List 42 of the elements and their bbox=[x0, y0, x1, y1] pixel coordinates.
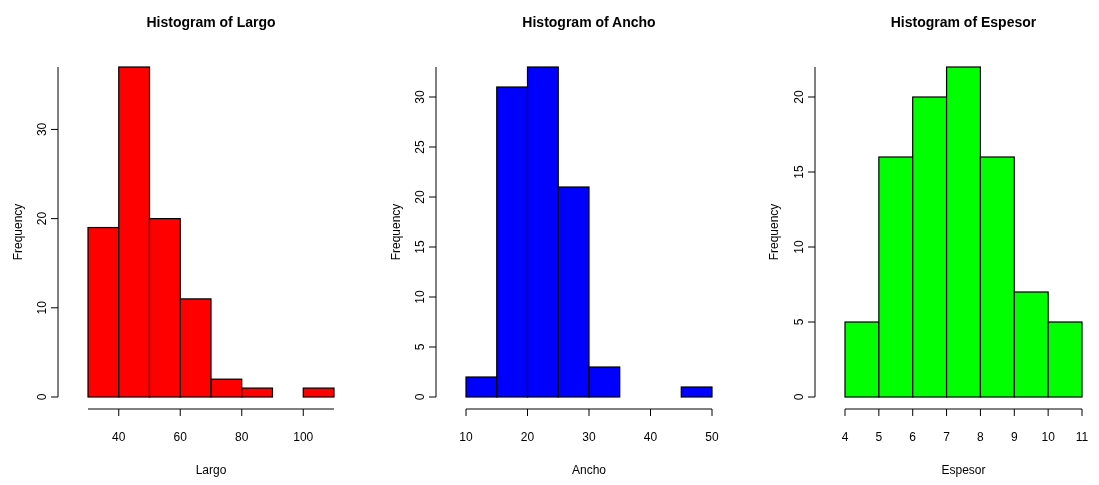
chart-title: Histogram of Largo bbox=[146, 14, 276, 30]
y-tick-label: 30 bbox=[35, 122, 49, 137]
x-tick-label: 10 bbox=[1041, 430, 1056, 444]
y-axis-title: Frequency bbox=[767, 203, 781, 261]
x-tick-label: 50 bbox=[705, 430, 719, 444]
chart-title: Histogram of Espesor bbox=[890, 14, 1037, 30]
y-tick-label: 10 bbox=[35, 300, 49, 315]
x-tick-label: 80 bbox=[235, 430, 249, 444]
x-tick-label: 100 bbox=[293, 430, 314, 444]
chart-title: Histogram of Ancho bbox=[522, 14, 656, 30]
x-axis-title: Espesor bbox=[941, 463, 986, 477]
y-tick-label: 15 bbox=[792, 165, 806, 179]
x-tick-label: 8 bbox=[977, 430, 985, 444]
y-tick-label: 25 bbox=[413, 140, 427, 154]
x-tick-label: 30 bbox=[582, 430, 596, 444]
y-tick-label: 10 bbox=[413, 290, 427, 304]
y-tick-label: 30 bbox=[413, 90, 427, 104]
x-tick-label: 4 bbox=[841, 430, 849, 444]
y-tick-label: 15 bbox=[413, 240, 427, 254]
x-axis-title: Ancho bbox=[571, 463, 607, 477]
x-tick-label: 11 bbox=[1075, 430, 1089, 444]
y-axis-title: Frequency bbox=[11, 203, 25, 261]
x-tick-label: 40 bbox=[643, 430, 658, 444]
x-tick-label: 5 bbox=[875, 430, 883, 444]
y-tick-label: 0 bbox=[35, 393, 49, 401]
x-tick-label: 9 bbox=[1010, 430, 1018, 444]
x-tick-label: 60 bbox=[173, 430, 188, 444]
y-tick-label: 0 bbox=[413, 393, 427, 401]
x-tick-label: 7 bbox=[943, 430, 951, 444]
y-tick-label: 5 bbox=[413, 343, 427, 351]
y-tick-label: 5 bbox=[792, 318, 806, 326]
y-tick-label: 20 bbox=[792, 90, 806, 104]
x-tick-label: 6 bbox=[909, 430, 917, 444]
y-tick-label: 20 bbox=[35, 211, 49, 226]
y-tick-label: 0 bbox=[792, 393, 806, 401]
y-tick-label: 20 bbox=[413, 190, 427, 204]
x-tick-label: 20 bbox=[520, 430, 535, 444]
y-tick-label: 10 bbox=[792, 240, 806, 254]
x-tick-label: 10 bbox=[459, 430, 473, 444]
x-axis-title: Largo bbox=[195, 463, 227, 477]
x-tick-label: 40 bbox=[112, 430, 126, 444]
y-axis-title: Frequency bbox=[389, 203, 403, 261]
